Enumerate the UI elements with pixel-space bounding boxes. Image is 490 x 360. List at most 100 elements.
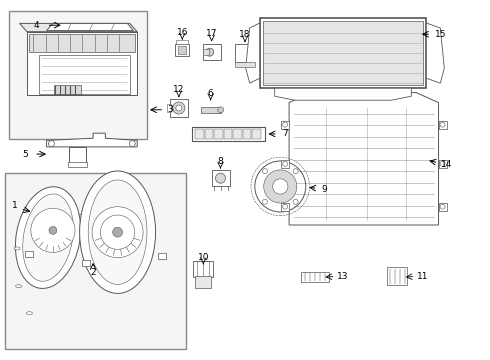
Circle shape xyxy=(440,161,445,166)
Bar xyxy=(223,129,232,139)
Bar xyxy=(212,170,229,186)
Bar xyxy=(243,129,251,139)
Bar xyxy=(281,203,289,211)
Bar xyxy=(263,21,423,85)
Polygon shape xyxy=(47,133,137,147)
Bar xyxy=(214,129,222,139)
Bar xyxy=(235,44,255,62)
Polygon shape xyxy=(20,23,137,32)
Bar xyxy=(281,121,289,129)
Circle shape xyxy=(49,141,54,147)
Bar xyxy=(9,11,147,139)
Polygon shape xyxy=(275,88,411,100)
Text: 15: 15 xyxy=(435,30,447,39)
Circle shape xyxy=(129,141,135,147)
Circle shape xyxy=(283,204,288,209)
Bar xyxy=(203,49,209,55)
Bar xyxy=(201,107,220,113)
Circle shape xyxy=(216,173,225,183)
Bar xyxy=(175,44,189,56)
Text: 16: 16 xyxy=(176,28,188,37)
Polygon shape xyxy=(27,32,137,95)
Ellipse shape xyxy=(23,194,74,281)
Circle shape xyxy=(31,208,75,252)
Bar xyxy=(203,44,220,60)
Bar xyxy=(39,55,130,94)
Ellipse shape xyxy=(14,247,20,250)
Circle shape xyxy=(293,169,298,174)
Text: 5: 5 xyxy=(23,150,28,158)
Bar xyxy=(176,40,188,44)
Ellipse shape xyxy=(218,107,224,113)
Text: 12: 12 xyxy=(173,85,185,94)
Text: 4: 4 xyxy=(34,21,40,30)
Bar xyxy=(194,261,213,276)
Circle shape xyxy=(176,105,182,111)
Circle shape xyxy=(264,170,297,203)
Bar xyxy=(300,272,329,282)
Bar xyxy=(281,160,289,168)
Circle shape xyxy=(440,204,445,209)
Text: 1: 1 xyxy=(12,202,18,210)
Polygon shape xyxy=(289,93,439,225)
Bar xyxy=(192,127,265,141)
Circle shape xyxy=(113,227,122,237)
Bar xyxy=(170,99,188,117)
Circle shape xyxy=(272,179,288,194)
Bar xyxy=(68,162,87,167)
Bar xyxy=(82,260,90,266)
Bar xyxy=(29,34,135,52)
Ellipse shape xyxy=(15,187,81,288)
Circle shape xyxy=(283,122,288,127)
Polygon shape xyxy=(66,214,96,227)
Text: 14: 14 xyxy=(441,161,453,169)
Polygon shape xyxy=(69,147,86,164)
Text: 6: 6 xyxy=(208,89,214,98)
Bar xyxy=(439,121,446,129)
Ellipse shape xyxy=(79,171,156,293)
Bar xyxy=(233,129,242,139)
Polygon shape xyxy=(245,23,260,83)
Text: 2: 2 xyxy=(90,269,96,277)
Bar xyxy=(178,46,186,54)
Polygon shape xyxy=(47,23,133,31)
Circle shape xyxy=(283,161,288,166)
Circle shape xyxy=(293,199,298,204)
Text: 18: 18 xyxy=(239,30,251,39)
Bar xyxy=(205,129,213,139)
Bar xyxy=(25,251,33,257)
Ellipse shape xyxy=(16,285,22,288)
Circle shape xyxy=(92,207,143,258)
Text: 11: 11 xyxy=(416,272,428,281)
Text: 3: 3 xyxy=(168,105,173,114)
Ellipse shape xyxy=(26,312,32,315)
Circle shape xyxy=(206,48,214,56)
Polygon shape xyxy=(426,23,444,83)
Circle shape xyxy=(100,215,135,249)
Text: 17: 17 xyxy=(206,29,218,38)
Bar xyxy=(196,276,211,288)
Bar xyxy=(167,104,171,112)
Bar xyxy=(195,129,203,139)
Bar xyxy=(439,160,446,168)
Circle shape xyxy=(263,169,268,174)
Bar xyxy=(439,203,446,211)
Circle shape xyxy=(255,161,306,212)
Bar xyxy=(252,129,261,139)
Text: 10: 10 xyxy=(197,253,209,262)
Bar xyxy=(387,267,407,285)
Circle shape xyxy=(440,122,445,127)
Bar xyxy=(260,18,426,88)
Text: 13: 13 xyxy=(337,272,349,281)
Ellipse shape xyxy=(88,180,147,284)
Bar xyxy=(5,173,186,349)
Text: 8: 8 xyxy=(218,157,223,166)
Bar xyxy=(235,62,255,67)
Bar xyxy=(54,85,81,94)
Text: 7: 7 xyxy=(282,129,288,138)
Circle shape xyxy=(49,226,57,234)
Bar xyxy=(158,253,166,258)
Text: 9: 9 xyxy=(321,185,327,194)
Circle shape xyxy=(263,199,268,204)
Circle shape xyxy=(173,102,185,114)
